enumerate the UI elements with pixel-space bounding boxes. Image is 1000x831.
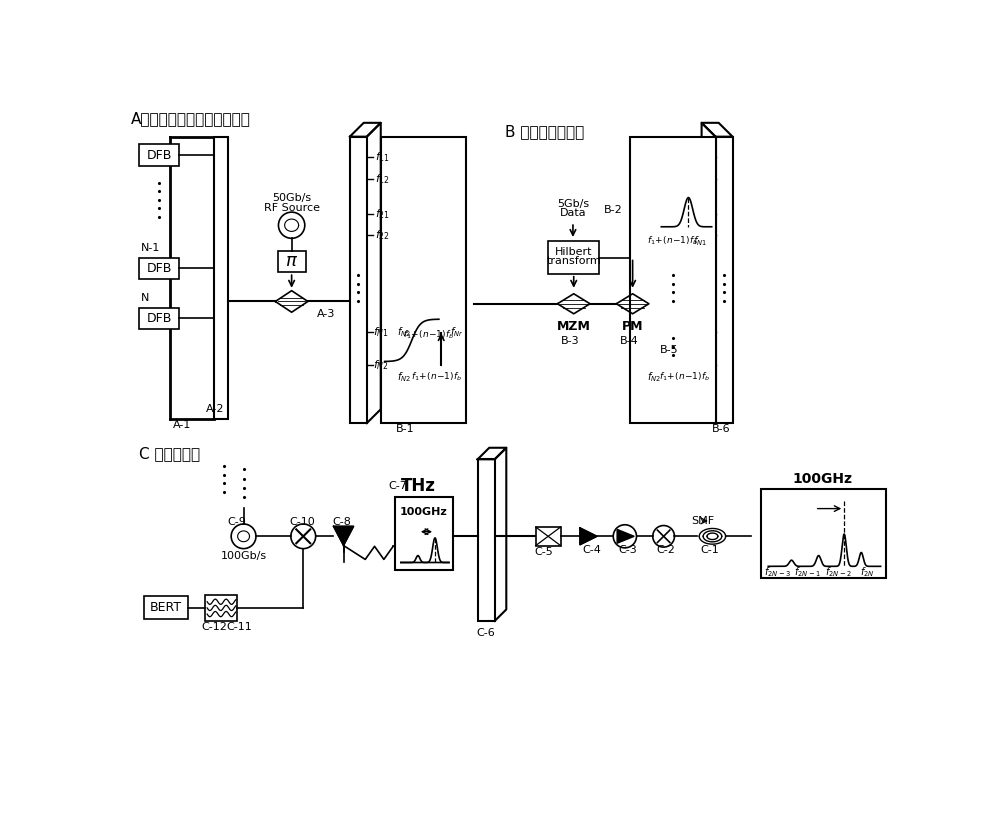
Text: C-12: C-12 xyxy=(202,622,228,632)
Text: $f_1\!+\!(n\!-\!1)f_b$: $f_1\!+\!(n\!-\!1)f_b$ xyxy=(647,234,698,247)
Text: $f_{21}$: $f_{21}$ xyxy=(375,207,390,220)
Text: C-11: C-11 xyxy=(227,622,252,632)
Text: B-5: B-5 xyxy=(660,345,678,355)
Text: THz: THz xyxy=(401,477,435,495)
FancyBboxPatch shape xyxy=(761,489,886,578)
Text: C-1: C-1 xyxy=(700,545,719,555)
Text: B-6: B-6 xyxy=(712,425,730,435)
Text: C-2: C-2 xyxy=(657,545,676,555)
Text: B-1: B-1 xyxy=(396,425,415,435)
Text: PM: PM xyxy=(622,321,643,333)
Text: 5Gb/s: 5Gb/s xyxy=(557,199,589,209)
Text: A-2: A-2 xyxy=(206,404,225,415)
Text: A光抑制载波双边带信号产生: A光抑制载波双边带信号产生 xyxy=(131,111,251,126)
Text: N: N xyxy=(140,293,149,303)
Polygon shape xyxy=(580,528,597,545)
Text: $f_{2N-2}$: $f_{2N-2}$ xyxy=(825,566,851,579)
Text: transform: transform xyxy=(546,257,601,267)
Text: SMF: SMF xyxy=(691,516,714,526)
Text: Hilbert: Hilbert xyxy=(555,247,592,257)
Polygon shape xyxy=(617,529,634,543)
Text: 100GHz: 100GHz xyxy=(400,507,447,517)
Text: A-3: A-3 xyxy=(317,309,336,319)
Text: $f_{N2}$: $f_{N2}$ xyxy=(397,326,411,339)
Text: $f_{N2}$: $f_{N2}$ xyxy=(647,370,661,384)
Text: $f_{22}$: $f_{22}$ xyxy=(375,229,390,242)
Text: Data: Data xyxy=(560,208,586,218)
FancyBboxPatch shape xyxy=(139,145,179,166)
Text: A-1: A-1 xyxy=(173,420,191,430)
FancyBboxPatch shape xyxy=(381,136,466,423)
Text: 50Gb/s: 50Gb/s xyxy=(272,194,311,204)
FancyBboxPatch shape xyxy=(139,258,179,279)
Text: $f_{2N}$: $f_{2N}$ xyxy=(860,566,875,579)
FancyBboxPatch shape xyxy=(630,136,716,423)
Text: C-6: C-6 xyxy=(477,627,496,637)
Text: $f_{N2}$: $f_{N2}$ xyxy=(373,358,389,372)
Text: C-10: C-10 xyxy=(289,517,315,527)
Text: $f_1\!+\!(n\!-\!1)f_b$: $f_1\!+\!(n\!-\!1)f_b$ xyxy=(659,371,710,383)
Text: C-3: C-3 xyxy=(618,545,637,555)
Text: B-2: B-2 xyxy=(604,204,623,215)
Text: $\pi$: $\pi$ xyxy=(285,253,298,270)
Text: $f_{N1}$: $f_{N1}$ xyxy=(373,326,389,339)
Text: B 双级单边带调制: B 双级单边带调制 xyxy=(505,125,584,140)
FancyBboxPatch shape xyxy=(144,597,188,619)
Text: $f_{11}$: $f_{11}$ xyxy=(375,150,390,165)
FancyBboxPatch shape xyxy=(395,497,453,570)
Text: $f_1\!+\!(n\!-\!1)f_b$: $f_1\!+\!(n\!-\!1)f_b$ xyxy=(411,371,462,383)
Text: B-4: B-4 xyxy=(619,336,638,346)
Text: RF Source: RF Source xyxy=(264,203,320,213)
FancyBboxPatch shape xyxy=(478,460,495,621)
FancyBboxPatch shape xyxy=(716,136,733,423)
Text: $f_{12}$: $f_{12}$ xyxy=(375,172,390,186)
FancyBboxPatch shape xyxy=(350,136,367,423)
Text: C-8: C-8 xyxy=(332,517,351,527)
Text: $f_{N1}$: $f_{N1}$ xyxy=(693,234,707,248)
Polygon shape xyxy=(333,526,354,545)
Text: C-4: C-4 xyxy=(582,545,601,555)
Text: BERT: BERT xyxy=(150,602,182,614)
Text: $f_{N2}$: $f_{N2}$ xyxy=(397,370,411,384)
Text: DFB: DFB xyxy=(146,262,172,275)
FancyBboxPatch shape xyxy=(536,527,561,545)
Text: C-9: C-9 xyxy=(227,517,246,527)
Text: $f_1\!+\!(n\!-\!1)f_b$: $f_1\!+\!(n\!-\!1)f_b$ xyxy=(403,328,454,341)
Text: N-1: N-1 xyxy=(140,243,160,253)
Text: B-3: B-3 xyxy=(561,336,579,346)
Text: $f_{2N-3}$: $f_{2N-3}$ xyxy=(764,566,791,579)
FancyBboxPatch shape xyxy=(278,251,306,273)
Text: MZM: MZM xyxy=(557,321,591,333)
FancyBboxPatch shape xyxy=(548,241,599,273)
Text: DFB: DFB xyxy=(146,312,172,325)
Text: C-5: C-5 xyxy=(534,547,553,557)
Text: DFB: DFB xyxy=(146,149,172,162)
Text: $f_{Nr}$: $f_{Nr}$ xyxy=(450,326,464,339)
FancyBboxPatch shape xyxy=(139,307,179,329)
Text: 100Gb/s: 100Gb/s xyxy=(221,551,267,561)
Text: 100GHz: 100GHz xyxy=(792,471,852,485)
Text: C-7: C-7 xyxy=(388,481,407,491)
Text: $f_{2N-1}$: $f_{2N-1}$ xyxy=(794,566,820,579)
Text: C 传输和发射: C 传输和发射 xyxy=(139,446,200,461)
FancyBboxPatch shape xyxy=(214,136,228,420)
FancyBboxPatch shape xyxy=(205,595,237,621)
